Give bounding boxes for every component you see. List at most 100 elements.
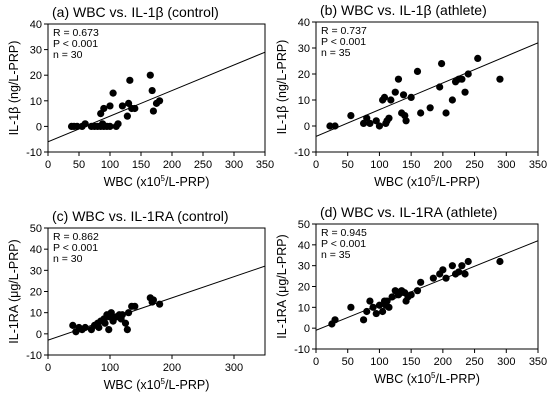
x-axis-label-superscript: 5	[431, 371, 436, 380]
x-axis-label-unit: /L-PRP)	[165, 175, 209, 189]
data-point	[123, 112, 131, 120]
data-point	[496, 75, 504, 83]
x-tick-label: 300	[497, 159, 515, 171]
data-point	[407, 93, 415, 101]
data-point	[366, 119, 374, 127]
data-point	[95, 323, 103, 332]
data-point	[369, 303, 377, 311]
stat-annotation: P < 0.001	[321, 238, 366, 250]
data-point	[442, 109, 450, 117]
data-point	[496, 257, 504, 266]
data-point	[387, 96, 395, 104]
y-tick-label: 0	[36, 121, 42, 133]
data-point	[437, 60, 446, 68]
data-point	[125, 309, 133, 317]
data-point	[461, 270, 469, 278]
x-tick-label: 350	[529, 159, 547, 171]
data-point	[379, 307, 387, 316]
x-axis-label-superscript: 5	[161, 174, 166, 183]
data-point	[81, 120, 89, 128]
x-tick-label: 150	[132, 159, 150, 171]
x-axis-label: WBC (x105/L-PRP)	[374, 174, 480, 189]
y-tick-label: -10	[26, 147, 42, 159]
plot-area-frame	[315, 21, 539, 153]
y-tick-label: 30	[30, 45, 42, 57]
y-axis-label: IL-1RA (μg/L-PRP)	[275, 234, 289, 338]
x-axis-label-main: WBC (x10	[104, 378, 161, 392]
x-tick-label: 100	[370, 159, 388, 171]
y-tick-label: 50	[30, 223, 42, 235]
data-point	[375, 122, 384, 130]
x-tick-label: 0	[313, 159, 319, 171]
data-point	[363, 307, 371, 316]
y-tick-label: 40	[30, 244, 42, 256]
y-tick-label: 50	[298, 219, 310, 231]
stat-annotation: n = 35	[321, 249, 351, 261]
stat-annotation: n = 30	[53, 253, 83, 265]
data-point	[121, 319, 130, 327]
y-tick-label: 0	[304, 323, 310, 335]
x-axis-label: WBC (x105/L-PRP)	[104, 377, 210, 392]
data-point	[366, 297, 374, 305]
x-tick-label: 200	[163, 159, 181, 171]
stat-annotation: R = 0.673	[53, 27, 99, 39]
x-axis-label-superscript: 5	[161, 377, 166, 386]
x-axis-label-unit: /L-PRP)	[435, 175, 479, 189]
y-tick-label: 10	[298, 302, 310, 314]
chart-panel-a: (a) WBC vs. IL-1β (control)0 50 100 150 200 2…	[7, 4, 274, 189]
data-point	[118, 102, 126, 110]
data-point	[385, 114, 393, 122]
chart-title: (a) WBC vs. IL-1β (control)	[52, 4, 219, 20]
data-point	[413, 67, 422, 75]
data-point	[100, 104, 108, 113]
x-tick-label: 250	[194, 159, 212, 171]
stat-annotation: P < 0.001	[53, 242, 98, 254]
chart-title: (c) WBC vs. IL-1RA (control)	[52, 208, 229, 224]
y-tick-label: 0	[304, 121, 310, 133]
y-axis-label: IL-1β (ng/L-PRP)	[7, 41, 21, 136]
data-point	[436, 83, 444, 91]
data-point	[417, 278, 425, 286]
x-tick-label: 150	[402, 159, 420, 171]
data-point	[101, 319, 109, 327]
data-point	[114, 120, 122, 128]
data-point	[458, 75, 466, 83]
x-tick-label: 150	[402, 356, 420, 368]
data-point	[331, 316, 339, 324]
x-tick-label: 100	[101, 159, 119, 171]
y-tick-label: 40	[298, 240, 310, 252]
data-point	[458, 262, 466, 270]
data-point	[106, 102, 114, 110]
y-tick-label: 0	[36, 329, 42, 341]
data-point	[391, 88, 399, 96]
data-point	[429, 274, 437, 282]
x-tick-label: 0	[45, 159, 51, 171]
y-tick-label: 30	[30, 265, 42, 277]
data-point	[455, 268, 463, 276]
data-point	[146, 71, 154, 79]
x-axis-label: WBC (x105/L-PRP)	[104, 174, 210, 189]
data-point	[118, 311, 126, 319]
stat-annotation: P < 0.001	[321, 36, 366, 48]
x-tick-label: 50	[73, 159, 85, 171]
y-tick-label: 20	[298, 282, 310, 294]
data-point	[442, 274, 450, 282]
y-tick-label: -10	[294, 147, 310, 159]
data-point	[385, 303, 393, 311]
x-axis-label-superscript: 5	[431, 174, 436, 183]
y-tick-label: 20	[298, 69, 310, 81]
y-tick-label: 10	[30, 308, 42, 320]
data-point	[359, 119, 368, 127]
x-tick-label: 200	[163, 362, 181, 374]
plot-area-frame	[47, 23, 266, 153]
x-tick-label: 350	[529, 356, 547, 368]
stat-annotation: R = 0.945	[321, 227, 367, 239]
data-point	[156, 300, 164, 308]
y-tick-label: 10	[298, 95, 310, 107]
data-point	[372, 117, 380, 125]
x-tick-label: 350	[256, 159, 274, 171]
data-point	[372, 309, 380, 318]
data-point	[402, 117, 410, 125]
y-tick-label: 10	[30, 96, 42, 108]
